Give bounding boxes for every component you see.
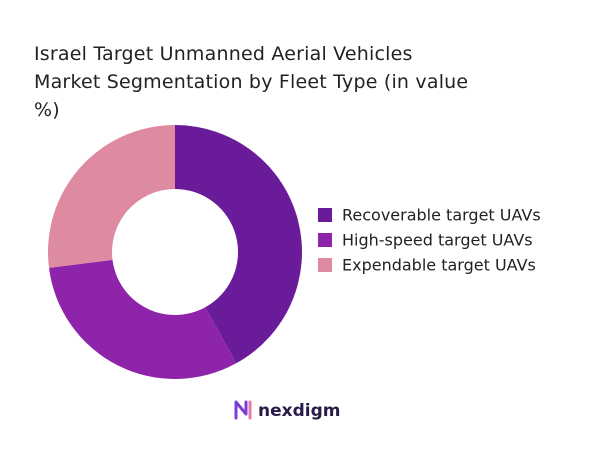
legend-label: Expendable target UAVs	[342, 256, 536, 275]
legend-swatch	[318, 233, 332, 247]
legend-label: Recoverable target UAVs	[342, 206, 541, 225]
legend-swatch	[318, 208, 332, 222]
legend-label: High-speed target UAVs	[342, 231, 533, 250]
brand-logo: nexdigm	[234, 400, 340, 421]
donut-slice	[175, 125, 303, 364]
chart-title: Israel Target Unmanned Aerial Vehicles M…	[34, 43, 469, 121]
logo-icon	[234, 400, 248, 420]
brand-name: nexdigm	[258, 401, 340, 421]
legend-swatch	[318, 258, 332, 272]
donut-slice	[48, 125, 175, 268]
donut-slice	[49, 259, 237, 380]
